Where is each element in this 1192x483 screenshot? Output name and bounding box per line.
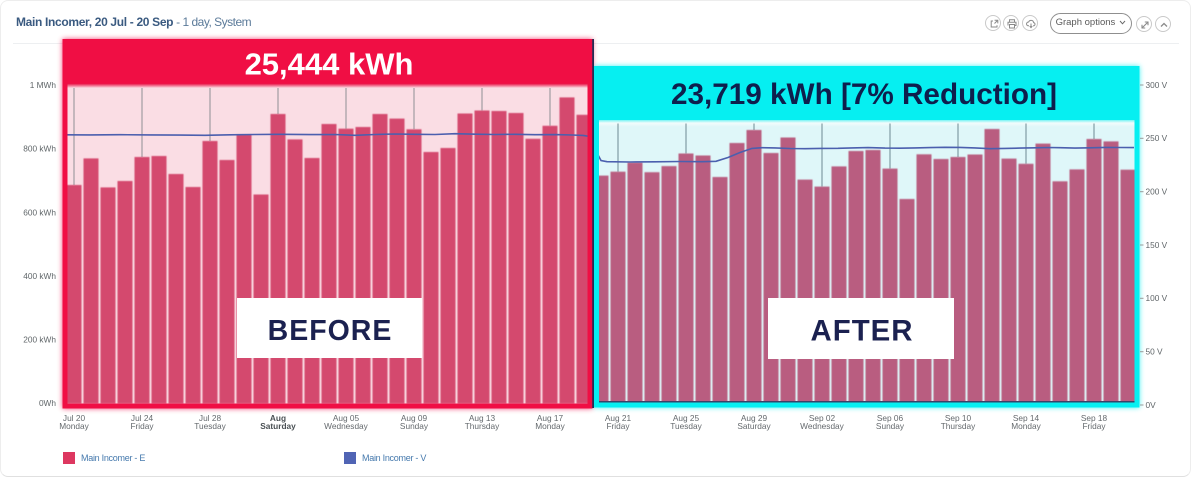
svg-text:Sep 10: Sep 10 xyxy=(945,413,972,423)
svg-text:800 kWh: 800 kWh xyxy=(23,144,56,154)
svg-text:Jul 24: Jul 24 xyxy=(131,413,154,423)
svg-text:Sunday: Sunday xyxy=(876,421,905,431)
svg-text:Sep 14: Sep 14 xyxy=(1013,413,1040,423)
svg-text:Aug 25: Aug 25 xyxy=(673,413,700,423)
svg-text:0Wh: 0Wh xyxy=(39,398,56,408)
svg-text:Sep 06: Sep 06 xyxy=(877,413,904,423)
svg-text:Tuesday: Tuesday xyxy=(670,421,702,431)
svg-text:Saturday: Saturday xyxy=(737,421,771,431)
svg-text:Sunday: Sunday xyxy=(400,421,429,431)
svg-text:100 V: 100 V xyxy=(1146,293,1168,303)
svg-text:Monday: Monday xyxy=(1011,421,1041,431)
svg-text:150 V: 150 V xyxy=(1146,240,1168,250)
svg-text:BEFORE: BEFORE xyxy=(268,315,393,347)
svg-text:Thursday: Thursday xyxy=(465,421,500,431)
svg-text:23,719 kWh [7% Reduction]: 23,719 kWh [7% Reduction] xyxy=(671,78,1057,111)
svg-text:0V: 0V xyxy=(1146,400,1157,410)
svg-text:Aug: Aug xyxy=(270,413,286,423)
svg-text:Aug 05: Aug 05 xyxy=(333,413,360,423)
svg-text:AFTER: AFTER xyxy=(811,315,914,348)
svg-text:200 kWh: 200 kWh xyxy=(23,335,56,345)
svg-text:Saturday: Saturday xyxy=(260,421,296,431)
svg-text:Friday: Friday xyxy=(1082,421,1106,431)
svg-text:1 MWh: 1 MWh xyxy=(30,80,57,90)
svg-text:Friday: Friday xyxy=(130,421,154,431)
svg-text:250 V: 250 V xyxy=(1146,133,1168,143)
svg-text:Monday: Monday xyxy=(59,421,89,431)
svg-text:Monday: Monday xyxy=(535,421,565,431)
svg-text:Jul 20: Jul 20 xyxy=(63,413,86,423)
svg-text:Aug 29: Aug 29 xyxy=(741,413,768,423)
svg-text:Aug 17: Aug 17 xyxy=(537,413,564,423)
svg-text:Thursday: Thursday xyxy=(941,421,976,431)
svg-text:200 V: 200 V xyxy=(1146,187,1168,197)
svg-text:Friday: Friday xyxy=(606,421,630,431)
svg-text:Jul 28: Jul 28 xyxy=(199,413,222,423)
svg-text:300 V: 300 V xyxy=(1146,80,1168,90)
svg-text:Sep 18: Sep 18 xyxy=(1081,413,1108,423)
svg-text:Wednesday: Wednesday xyxy=(800,421,845,431)
svg-text:Sep 02: Sep 02 xyxy=(809,413,836,423)
svg-text:25,444 kWh: 25,444 kWh xyxy=(245,47,414,82)
svg-text:Wednesday: Wednesday xyxy=(324,421,369,431)
svg-text:Aug 13: Aug 13 xyxy=(469,413,496,423)
svg-text:600 kWh: 600 kWh xyxy=(23,207,56,217)
svg-text:400 kWh: 400 kWh xyxy=(23,271,56,281)
svg-text:Aug 21: Aug 21 xyxy=(605,413,632,423)
svg-text:Tuesday: Tuesday xyxy=(194,421,226,431)
svg-text:50 V: 50 V xyxy=(1146,347,1164,357)
svg-text:Aug 09: Aug 09 xyxy=(401,413,428,423)
